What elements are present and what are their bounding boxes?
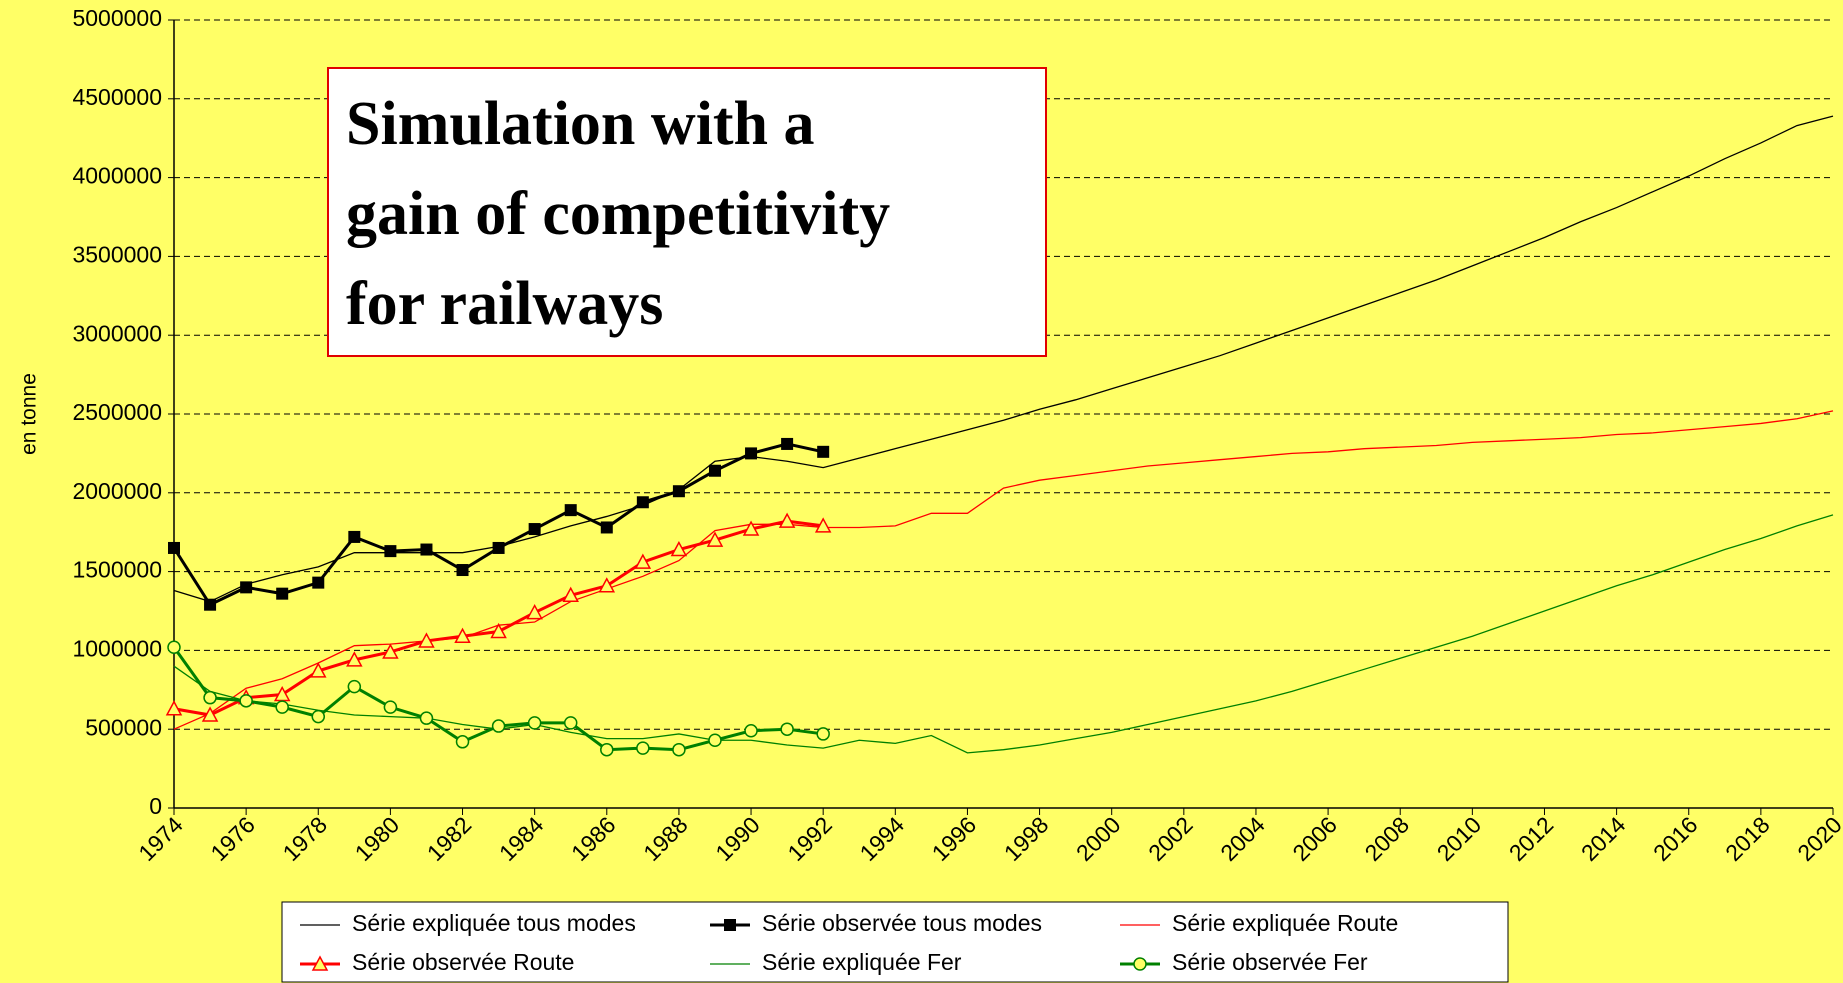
data-point xyxy=(528,523,541,536)
annotation-text: gain of competitivity xyxy=(346,180,890,248)
data-point xyxy=(817,445,830,458)
data-point xyxy=(348,530,361,543)
data-point xyxy=(563,716,578,730)
y-axis-label: en tonne xyxy=(18,373,41,455)
data-point xyxy=(239,694,253,708)
data-point xyxy=(745,447,758,460)
data-point xyxy=(276,587,289,600)
data-point xyxy=(382,643,399,659)
data-point xyxy=(814,517,832,533)
y-tick-label: 0 xyxy=(149,793,162,819)
data-point xyxy=(418,632,435,648)
data-point xyxy=(204,598,217,611)
y-tick-label: 500000 xyxy=(85,714,162,740)
data-point xyxy=(312,576,325,589)
y-tick-label: 1000000 xyxy=(72,635,162,661)
series-line xyxy=(173,514,1834,754)
data-point xyxy=(816,727,830,741)
data-point xyxy=(275,700,289,714)
data-point xyxy=(454,627,471,643)
data-point xyxy=(636,496,649,509)
legend-label: Série expliquée Route xyxy=(1172,910,1398,936)
data-point xyxy=(636,741,650,755)
y-tick-label: 5000000 xyxy=(72,5,162,31)
annotation-text: Simulation with a xyxy=(346,90,815,158)
data-point xyxy=(384,545,397,558)
y-tick-label: 3000000 xyxy=(72,320,162,346)
data-point xyxy=(670,540,688,557)
data-point xyxy=(168,541,180,554)
data-point xyxy=(310,662,327,678)
legend-label: Série observée Route xyxy=(352,949,574,975)
data-point xyxy=(455,735,470,749)
y-tick-label: 4500000 xyxy=(72,84,162,110)
data-point xyxy=(456,564,469,577)
data-point xyxy=(491,719,506,733)
data-point xyxy=(744,724,758,738)
data-point xyxy=(634,553,652,569)
data-point xyxy=(240,581,253,594)
legend-box xyxy=(281,901,1509,983)
data-point xyxy=(383,700,398,714)
data-point xyxy=(781,437,794,450)
data-point xyxy=(600,521,613,534)
legend-marker xyxy=(724,919,736,931)
legend-label: Série observée Fer xyxy=(1172,949,1368,975)
data-point xyxy=(167,640,181,654)
legend-label: Série observée tous modes xyxy=(762,910,1042,936)
y-tick-label: 2500000 xyxy=(72,399,162,425)
data-point xyxy=(672,485,685,498)
data-point xyxy=(706,531,724,547)
data-point xyxy=(672,742,686,757)
data-point xyxy=(201,706,219,722)
y-tick-label: 1500000 xyxy=(72,557,162,583)
data-point xyxy=(347,679,362,694)
data-point xyxy=(564,504,577,517)
y-tick-label: 2000000 xyxy=(72,478,162,504)
data-point xyxy=(311,709,326,724)
y-tick-label: 3500000 xyxy=(72,241,162,267)
y-tick-label: 4000000 xyxy=(72,163,162,189)
legend-label: Série expliquée tous modes xyxy=(352,910,636,936)
data-point xyxy=(419,711,434,725)
data-point xyxy=(346,651,363,667)
data-point xyxy=(203,690,217,705)
data-point xyxy=(562,586,579,602)
data-point xyxy=(708,733,722,747)
data-point xyxy=(527,716,542,730)
data-point xyxy=(420,543,433,556)
annotation-box xyxy=(327,67,1047,357)
legend-label: Série expliquée Fer xyxy=(762,949,962,975)
legend-marker xyxy=(311,955,329,971)
data-point xyxy=(492,541,505,554)
data-point xyxy=(165,700,183,716)
data-point xyxy=(598,577,616,593)
series-line xyxy=(173,115,1834,603)
legend-marker xyxy=(1133,957,1147,971)
data-point xyxy=(600,742,614,757)
data-point xyxy=(490,622,507,639)
data-point xyxy=(780,722,794,736)
data-point xyxy=(778,512,796,528)
data-point xyxy=(742,520,760,536)
annotation-text: for railways xyxy=(346,270,663,338)
data-point xyxy=(526,603,543,620)
data-point xyxy=(708,464,721,477)
